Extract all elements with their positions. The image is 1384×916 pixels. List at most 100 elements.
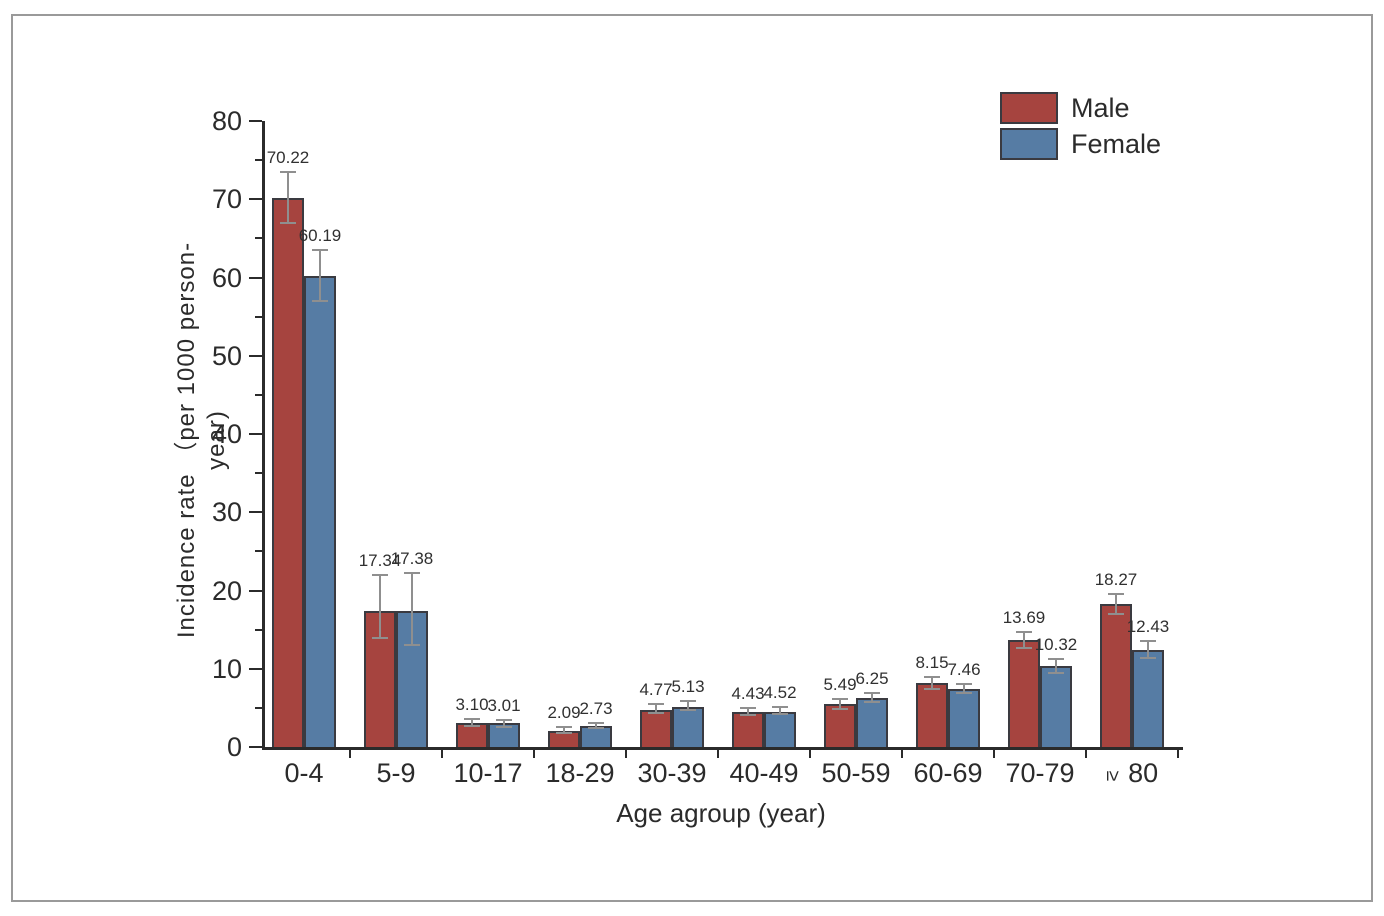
error-cap-lower <box>864 701 880 704</box>
x-boundary-tick <box>625 750 627 758</box>
bar-female-30-39 <box>672 706 704 747</box>
y-major-tick <box>249 746 262 748</box>
y-minor-tick <box>255 628 262 631</box>
y-tick-label: 20 <box>211 575 242 606</box>
value-label-male-0-4: 70.22 <box>266 147 310 167</box>
error-bar-female-18-29 <box>595 722 597 729</box>
value-label-male-60-69: 8.15 <box>915 653 949 673</box>
error-cap-upper <box>312 249 328 252</box>
error-bar-female-60-69 <box>963 683 965 693</box>
error-cap-lower <box>740 713 756 716</box>
value-label-female-40-49: 4.52 <box>763 683 797 703</box>
error-bar-male-≥ 80 <box>1115 593 1117 614</box>
error-cap-lower <box>464 724 480 727</box>
error-cap-upper <box>404 572 420 575</box>
male-color-swatch <box>1000 92 1058 124</box>
value-label-female-30-39: 5.13 <box>671 676 705 696</box>
x-tick-label: 0-4 <box>284 758 324 788</box>
value-label-female-0-4: 60.19 <box>298 226 342 246</box>
y-tick-label: 70 <box>211 184 242 215</box>
value-label-male-≥ 80: 18.27 <box>1094 569 1138 589</box>
bar-male-≥ 80 <box>1100 604 1132 747</box>
value-label-male-5-9: 17.34 <box>358 550 402 570</box>
y-tick-label: 80 <box>211 106 242 136</box>
x-tick-label: 10-17 <box>453 758 523 788</box>
bar-female-0-4 <box>304 276 336 747</box>
error-cap-lower <box>772 713 788 716</box>
y-major-tick <box>249 276 262 279</box>
bar-male-50-59 <box>824 704 856 747</box>
error-bar-male-5-9 <box>379 574 381 639</box>
y-major-tick <box>249 433 262 435</box>
error-cap-upper <box>588 721 604 724</box>
value-label-male-40-49: 4.43 <box>731 683 765 703</box>
value-label-male-18-29: 2.09 <box>547 703 581 723</box>
x-boundary-tick <box>717 750 719 758</box>
legend-label-male: Male <box>1071 93 1130 123</box>
greater-equal-glyph: ≥ <box>1102 770 1125 782</box>
y-minor-tick <box>255 706 262 709</box>
x-boundary-tick <box>993 750 995 758</box>
x-tick-label: 70-79 <box>1005 758 1075 788</box>
error-cap-upper <box>1108 592 1124 595</box>
y-minor-tick <box>255 550 262 553</box>
error-cap-upper <box>924 676 940 679</box>
error-cap-lower <box>1140 656 1156 659</box>
error-cap-lower <box>280 221 296 224</box>
error-cap-upper <box>372 573 388 576</box>
error-bar-male-0-4 <box>287 171 289 223</box>
error-bar-male-30-39 <box>655 703 657 713</box>
error-bar-male-70-79 <box>1023 631 1025 648</box>
error-cap-upper <box>772 706 788 709</box>
error-cap-upper <box>956 682 972 685</box>
x-boundary-tick <box>1085 750 1087 758</box>
error-bar-male-18-29 <box>563 727 565 733</box>
error-cap-lower <box>956 692 972 694</box>
error-bar-male-40-49 <box>747 707 749 715</box>
bar-female-70-79 <box>1040 666 1072 747</box>
error-cap-upper <box>864 692 880 694</box>
y-tick-label: 0 <box>226 732 242 762</box>
legend-item-male: Male <box>1000 91 1161 125</box>
bar-male-30-39 <box>640 709 672 747</box>
x-tick-label: 5-9 <box>376 758 416 788</box>
x-tick-label: 40-49 <box>729 758 799 788</box>
x-boundary-tick <box>1177 750 1179 758</box>
y-major-tick <box>249 120 262 122</box>
error-bar-female-5-9 <box>411 573 413 646</box>
error-cap-lower <box>404 644 420 647</box>
y-major-tick <box>249 589 262 592</box>
error-bar-female-30-39 <box>687 700 689 711</box>
bar-female-60-69 <box>948 688 980 747</box>
y-tick-label: 30 <box>211 497 242 528</box>
female-color-swatch <box>1000 128 1058 160</box>
error-cap-lower <box>1016 646 1032 649</box>
y-minor-tick <box>255 237 262 240</box>
error-cap-lower <box>588 727 604 730</box>
x-boundary-tick <box>533 750 535 758</box>
legend-item-female: Female <box>1000 127 1161 161</box>
value-label-male-50-59: 5.49 <box>823 675 857 695</box>
y-major-tick <box>249 354 262 357</box>
error-bar-female-40-49 <box>779 707 781 715</box>
bar-female-≥ 80 <box>1132 649 1164 747</box>
y-minor-tick <box>255 159 262 162</box>
error-cap-lower <box>648 711 664 714</box>
value-label-male-10-17: 3.10 <box>455 694 489 714</box>
bar-male-40-49 <box>732 712 764 747</box>
error-cap-upper <box>680 699 696 702</box>
error-bar-female-10-17 <box>503 719 505 727</box>
y-minor-tick <box>255 472 262 475</box>
bar-female-40-49 <box>764 711 796 747</box>
error-bar-female-70-79 <box>1055 658 1057 674</box>
y-tick-label: 50 <box>211 340 242 371</box>
error-cap-lower <box>556 731 572 734</box>
value-label-female-60-69: 7.46 <box>947 659 981 679</box>
plot-area <box>262 121 1183 750</box>
error-bar-male-10-17 <box>471 718 473 726</box>
bar-male-60-69 <box>916 683 948 747</box>
error-cap-lower <box>1108 612 1124 615</box>
y-minor-tick <box>255 315 262 318</box>
y-tick-label: 60 <box>211 262 242 293</box>
error-cap-upper <box>740 706 756 709</box>
